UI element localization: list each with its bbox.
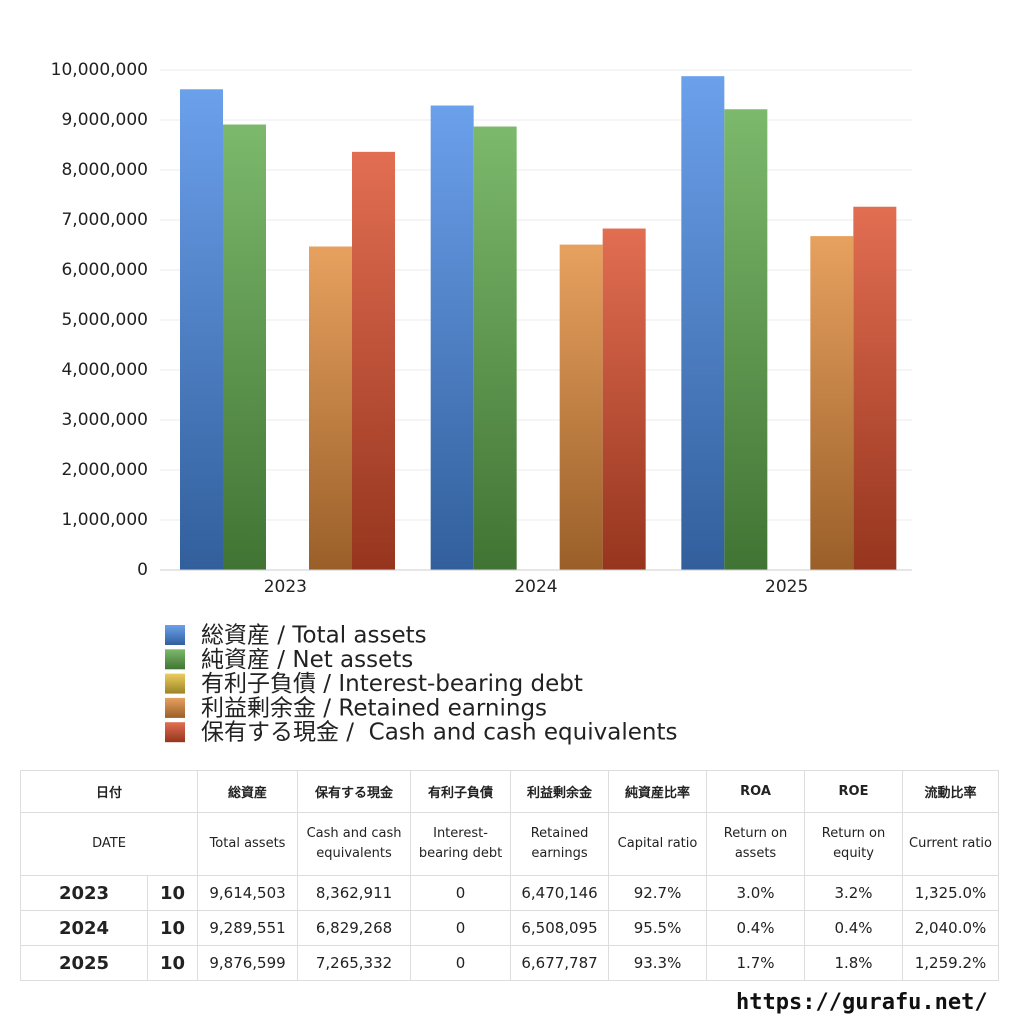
bar	[473, 126, 517, 570]
table-cell: 95.5%	[608, 910, 708, 946]
bar	[223, 124, 266, 570]
bar	[810, 236, 854, 570]
y-tick-label: 2,000,000	[61, 460, 148, 480]
site-url: https://gurafu.net/	[736, 990, 988, 1015]
y-tick-label: 10,000,000	[51, 60, 148, 80]
table-cell: 日付	[19, 770, 199, 813]
table-cell: 8,362,911	[297, 875, 412, 911]
y-tick-label: 1,000,000	[61, 510, 148, 530]
table-cell: 1.8%	[804, 945, 904, 981]
table-cell: 9,289,551	[197, 910, 299, 946]
table-row: 2023 10 9,614,503 8,362,911 0 6,470,146 92.7% 3…	[20, 875, 1000, 911]
table-row: 2025 10 9,876,599 7,265,332 0 6,677,787 93.3% 1…	[20, 945, 1000, 981]
legend-label: 利益剰余金 / Retained earnings	[201, 695, 547, 721]
table-cell: Return on assets	[706, 812, 806, 876]
table-cell: DATE	[19, 812, 199, 876]
table-cell: 10	[146, 945, 199, 981]
table-cell: Capital ratio	[608, 812, 708, 876]
table-cell: 2024	[20, 910, 148, 946]
bar	[352, 151, 395, 571]
table-cell: 9,614,503	[197, 875, 299, 911]
table-cell: 2,040.0%	[902, 910, 1000, 946]
x-tick-label: 2024	[514, 577, 557, 597]
table-row: 2024 10 9,289,551 6,829,268 0 6,508,095 95.5% 0…	[20, 910, 1000, 946]
x-tick-label: 2025	[765, 577, 808, 597]
table-cell: 0	[410, 875, 512, 911]
table-row: DATE Total assets Cash and cash equivalent…	[19, 812, 1000, 876]
table-cell: 0.4%	[706, 910, 806, 946]
y-tick-label: 6,000,000	[61, 260, 148, 280]
table-cell: 0	[410, 945, 512, 981]
table-cell: 2025	[20, 945, 148, 981]
bar	[602, 228, 646, 570]
table-cell: 有利子負債	[410, 770, 512, 813]
table-cell: 10	[146, 875, 199, 911]
table-cell: 0	[410, 910, 512, 946]
y-tick-label: 3,000,000	[61, 410, 148, 430]
y-tick-label: 8,000,000	[61, 160, 148, 180]
table-cell: 0.4%	[804, 910, 904, 946]
table-cell: 6,677,787	[510, 945, 610, 981]
y-tick-label: 0	[137, 560, 148, 580]
table-cell: Return on equity	[804, 812, 904, 876]
table-cell: 92.7%	[608, 875, 708, 911]
legend-swatch	[165, 697, 185, 718]
chart: 0 1,000,000 2,000,000 3,000,000 4,000,000 5,0…	[51, 60, 912, 746]
table-cell: 93.3%	[608, 945, 708, 981]
bar	[853, 206, 897, 570]
table-cell: 9,876,599	[197, 945, 299, 981]
table-cell: 10	[146, 910, 199, 946]
table-cell: 6,470,146	[510, 875, 610, 911]
table-cell: 流動比率	[902, 770, 1000, 813]
legend-label: 有利子負債 / Interest-bearing debt	[201, 671, 583, 697]
bar	[724, 109, 768, 570]
bar	[309, 246, 352, 570]
table-cell: 3.0%	[706, 875, 806, 911]
legend-swatch	[165, 673, 185, 694]
bar	[430, 105, 474, 570]
legend-label: 保有する現金 / Cash and cash equivalents	[201, 720, 677, 746]
y-tick-label: 5,000,000	[61, 310, 148, 330]
table-cell: Current ratio	[902, 812, 1000, 876]
table-cell: Interest-bearing debt	[410, 812, 512, 876]
table-cell: ROA	[706, 770, 806, 813]
legend-label: 純資産 / Net assets	[201, 647, 413, 673]
table-cell: Cash and cash equivalents	[297, 812, 412, 876]
bar	[180, 89, 223, 571]
table-cell: 6,829,268	[297, 910, 412, 946]
legend-swatch	[165, 722, 185, 743]
table-cell: 6,508,095	[510, 910, 610, 946]
table-row: 日付 総資産 保有する現金 有利子負債 利益剰余金 純資産比率 ROA ROE 流動比率	[19, 770, 1000, 813]
table-cell: ROE	[804, 770, 904, 813]
table-cell: 2023	[20, 875, 148, 911]
table-cell: 総資産	[197, 770, 299, 813]
table-cell: Total assets	[197, 812, 299, 876]
data-table: 日付 総資産 保有する現金 有利子負債 利益剰余金 純資産比率 ROA ROE 流動比率 DATE…	[19, 770, 1000, 981]
table-cell: 保有する現金	[297, 770, 412, 813]
table-cell: 3.2%	[804, 875, 904, 911]
y-tick-label: 7,000,000	[61, 210, 148, 230]
legend-label: 総資産 / Total assets	[201, 623, 427, 649]
table-cell: 1.7%	[706, 945, 806, 981]
table-cell: Retained earnings	[510, 812, 610, 876]
bar	[681, 76, 725, 571]
table-cell: 純資産比率	[608, 770, 708, 813]
table-cell: 1,325.0%	[902, 875, 1000, 911]
legend-swatch	[165, 625, 185, 645]
x-tick-label: 2023	[264, 577, 307, 597]
legend-swatch	[165, 649, 185, 670]
y-tick-label: 4,000,000	[61, 360, 148, 380]
y-tick-label: 9,000,000	[61, 110, 148, 130]
table-cell: 1,259.2%	[902, 945, 1000, 981]
table-cell: 利益剰余金	[510, 770, 610, 813]
bar	[559, 244, 603, 570]
table-cell: 7,265,332	[297, 945, 412, 981]
